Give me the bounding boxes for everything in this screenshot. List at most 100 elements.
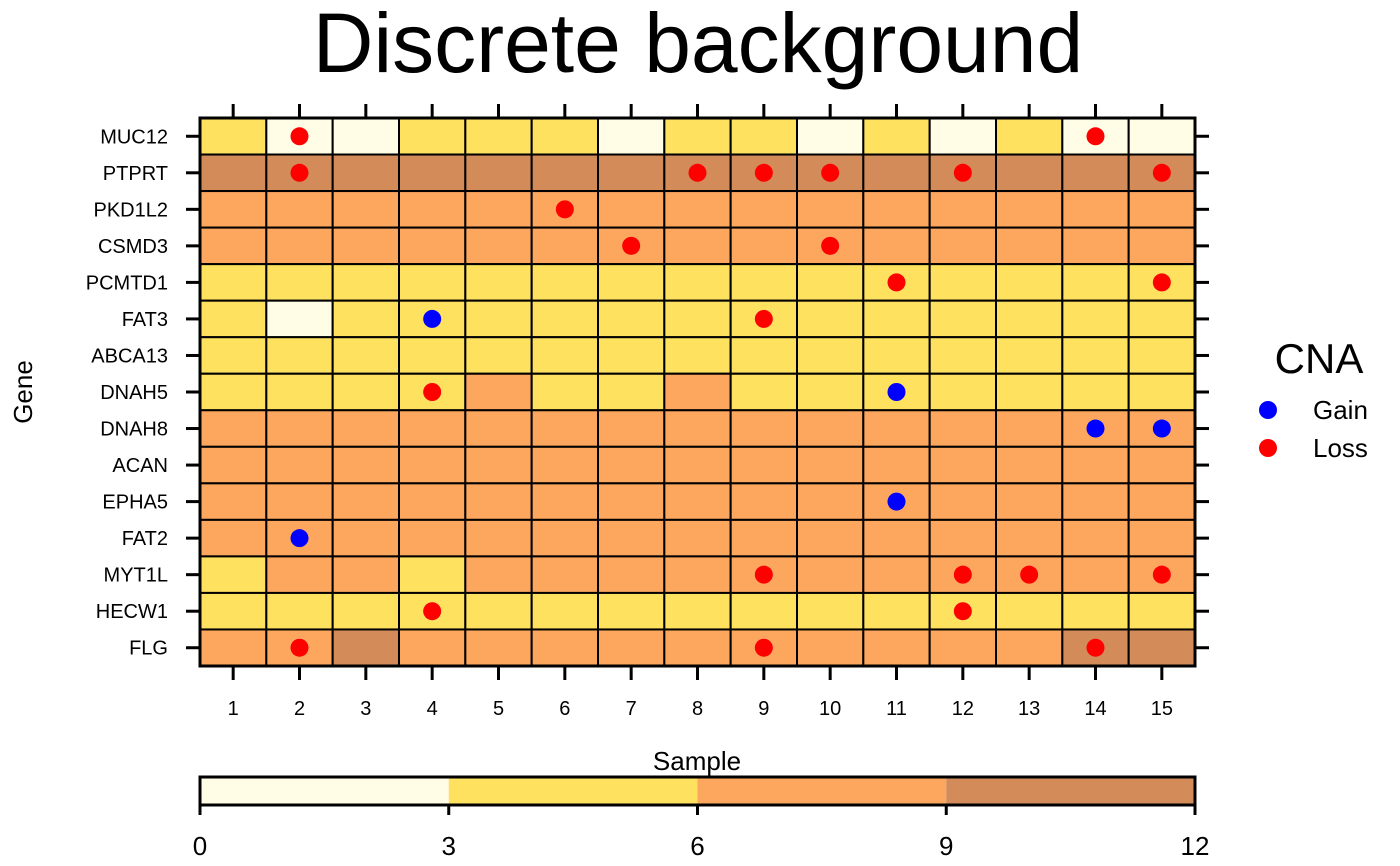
legend-title: CNA: [1275, 335, 1364, 382]
heatmap-cell: [796, 628, 865, 668]
heatmap-cell: [928, 518, 998, 558]
gain-point: [290, 529, 309, 548]
heatmap-cell: [464, 591, 533, 631]
loss-point: [290, 127, 309, 146]
loss-point: [754, 565, 773, 584]
loss-point: [555, 200, 574, 219]
heatmap-cell: [663, 591, 732, 631]
colorbar-tick-label: 0: [193, 831, 207, 861]
sample-label: 15: [1151, 698, 1173, 720]
heatmap-cell: [1127, 190, 1196, 229]
loss-point: [754, 309, 773, 328]
heatmap-cell: [530, 372, 600, 412]
heatmap-cell: [1061, 299, 1130, 339]
loss-point: [953, 565, 972, 584]
heatmap-cell: [928, 628, 998, 668]
heatmap-cell: [199, 409, 268, 448]
heatmap-cell: [331, 591, 400, 631]
heatmap-cell: [928, 190, 998, 229]
heatmap-cell: [796, 117, 865, 156]
sample-label: 2: [294, 698, 305, 720]
heatmap-cells: [199, 117, 1196, 668]
heatmap-cell: [398, 628, 467, 668]
heatmap-cell: [862, 628, 931, 668]
heatmap-cell: [530, 591, 600, 631]
heatmap-cell: [663, 263, 732, 302]
heatmap-cell: [995, 299, 1064, 339]
heatmap-cell: [1127, 628, 1196, 668]
heatmap-cell: [862, 117, 931, 156]
sample-label: 14: [1084, 698, 1106, 720]
gene-label: FAT2: [122, 528, 168, 550]
heatmap-cell: [331, 263, 400, 302]
heatmap-cell: [199, 336, 268, 375]
gain-point: [1086, 419, 1105, 438]
heatmap-cell: [199, 372, 268, 412]
sample-label: 10: [819, 698, 841, 720]
heatmap-cell: [796, 445, 865, 485]
heatmap-cell: [199, 190, 268, 229]
heatmap-cell: [1127, 117, 1196, 156]
heatmap-cell: [331, 482, 400, 521]
loss-point: [1086, 638, 1105, 657]
heatmap-cell: [464, 372, 533, 412]
sample-label: 11: [886, 698, 907, 720]
heatmap-cell: [597, 372, 666, 412]
heatmap-cell: [995, 445, 1064, 485]
heatmap-cell: [862, 591, 931, 631]
heatmap-cell: [729, 372, 799, 412]
heatmap-cell: [729, 591, 799, 631]
heatmap-cell: [265, 226, 334, 266]
heatmap-cell: [398, 117, 467, 156]
heatmap-cell: [796, 263, 865, 302]
heatmap-cell: [597, 555, 666, 594]
heatmap-cell: [928, 226, 998, 266]
sample-label: 6: [559, 698, 570, 720]
heatmap-cell: [928, 299, 998, 339]
heatmap-cell: [265, 482, 334, 521]
colorbar-segment: [448, 777, 698, 805]
loss-point: [290, 163, 309, 182]
heatmap-cell: [1127, 226, 1196, 266]
gene-label: HECW1: [96, 601, 168, 623]
gene-label: FLG: [129, 638, 168, 660]
heatmap-cell: [530, 518, 600, 558]
heatmap-cell: [530, 628, 600, 668]
heatmap-cell: [1061, 518, 1130, 558]
heatmap-cell: [265, 299, 334, 339]
heatmap-cell: [398, 445, 467, 485]
heatmap-cell: [663, 336, 732, 375]
heatmap-cell: [331, 153, 400, 193]
heatmap-cell: [995, 263, 1064, 302]
cna-points: [290, 127, 1171, 657]
loss-point: [622, 236, 641, 255]
heatmap-cell: [530, 445, 600, 485]
sample-label: 8: [692, 698, 703, 720]
heatmap-cell: [995, 482, 1064, 521]
heatmap-cell: [331, 372, 400, 412]
heatmap-cell: [464, 336, 533, 375]
heatmap-cell: [928, 336, 998, 375]
heatmap-cell: [1061, 591, 1130, 631]
heatmap-cell: [464, 299, 533, 339]
heatmap-cell: [597, 409, 666, 448]
heatmap-cell: [1061, 263, 1130, 302]
heatmap-cell: [398, 409, 467, 448]
heatmap-cell: [729, 336, 799, 375]
heatmap-cell: [796, 372, 865, 412]
heatmap-cell: [597, 591, 666, 631]
heatmap-cell: [398, 518, 467, 558]
heatmap-cell: [597, 628, 666, 668]
gain-point: [1152, 419, 1171, 438]
heatmap-cell: [199, 153, 268, 193]
x-axis-label: Sample: [653, 746, 741, 776]
heatmap-cell: [530, 299, 600, 339]
loss-point: [821, 163, 840, 182]
heatmap-cell: [995, 591, 1064, 631]
loss-point: [423, 602, 442, 621]
heatmap-cell: [1061, 190, 1130, 229]
heatmap-cell: [995, 372, 1064, 412]
loss-point: [1152, 273, 1171, 292]
heatmap-cell: [265, 555, 334, 594]
